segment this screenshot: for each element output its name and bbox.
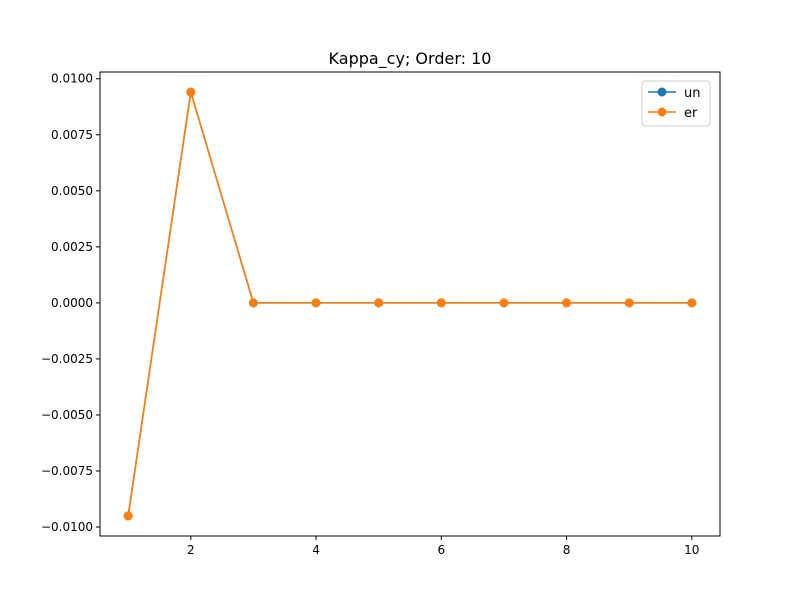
data-point-er [248,298,258,308]
y-tick-label: 0.0075 [51,128,93,142]
y-tick-label: −0.0050 [41,408,93,422]
data-point-er [562,298,572,308]
y-tick-label: 0.0025 [51,240,93,254]
y-tick-label: 0.0100 [51,72,93,86]
x-tick-label: 4 [312,543,320,557]
data-point-er [123,511,133,521]
plot-frame [99,71,721,537]
x-tick-label: 10 [684,543,699,557]
data-point-er [624,298,634,308]
x-tick-label: 2 [187,543,195,557]
legend: un er [641,80,711,127]
data-point-er [311,298,321,308]
chart-title: Kappa_cy; Order: 10 [329,49,492,69]
axes: 2 4 6 8 10 −0.0100 −0.0075 −0.0050 −0.0025 0.0000… [41,72,700,557]
data-point-er [687,298,697,308]
data-point-er [374,298,384,308]
x-tick-label: 8 [563,543,571,557]
legend-marker-un [657,87,667,97]
y-tick-label: 0.0050 [51,184,93,198]
legend-label-un: un [684,86,700,101]
legend-marker-er [657,107,667,117]
plot-area [123,87,697,521]
y-tick-label: −0.0075 [41,464,93,478]
data-point-er [186,87,196,97]
y-tick-label: 0.0000 [51,296,93,310]
series-line-er [127,91,692,516]
y-tick-label: −0.0100 [41,520,93,534]
data-point-er [436,298,446,308]
y-tick-label: −0.0025 [41,352,93,366]
data-point-er [499,298,509,308]
legend-label-er: er [684,106,698,121]
series-line-un [127,91,692,516]
x-tick-label: 6 [437,543,445,557]
